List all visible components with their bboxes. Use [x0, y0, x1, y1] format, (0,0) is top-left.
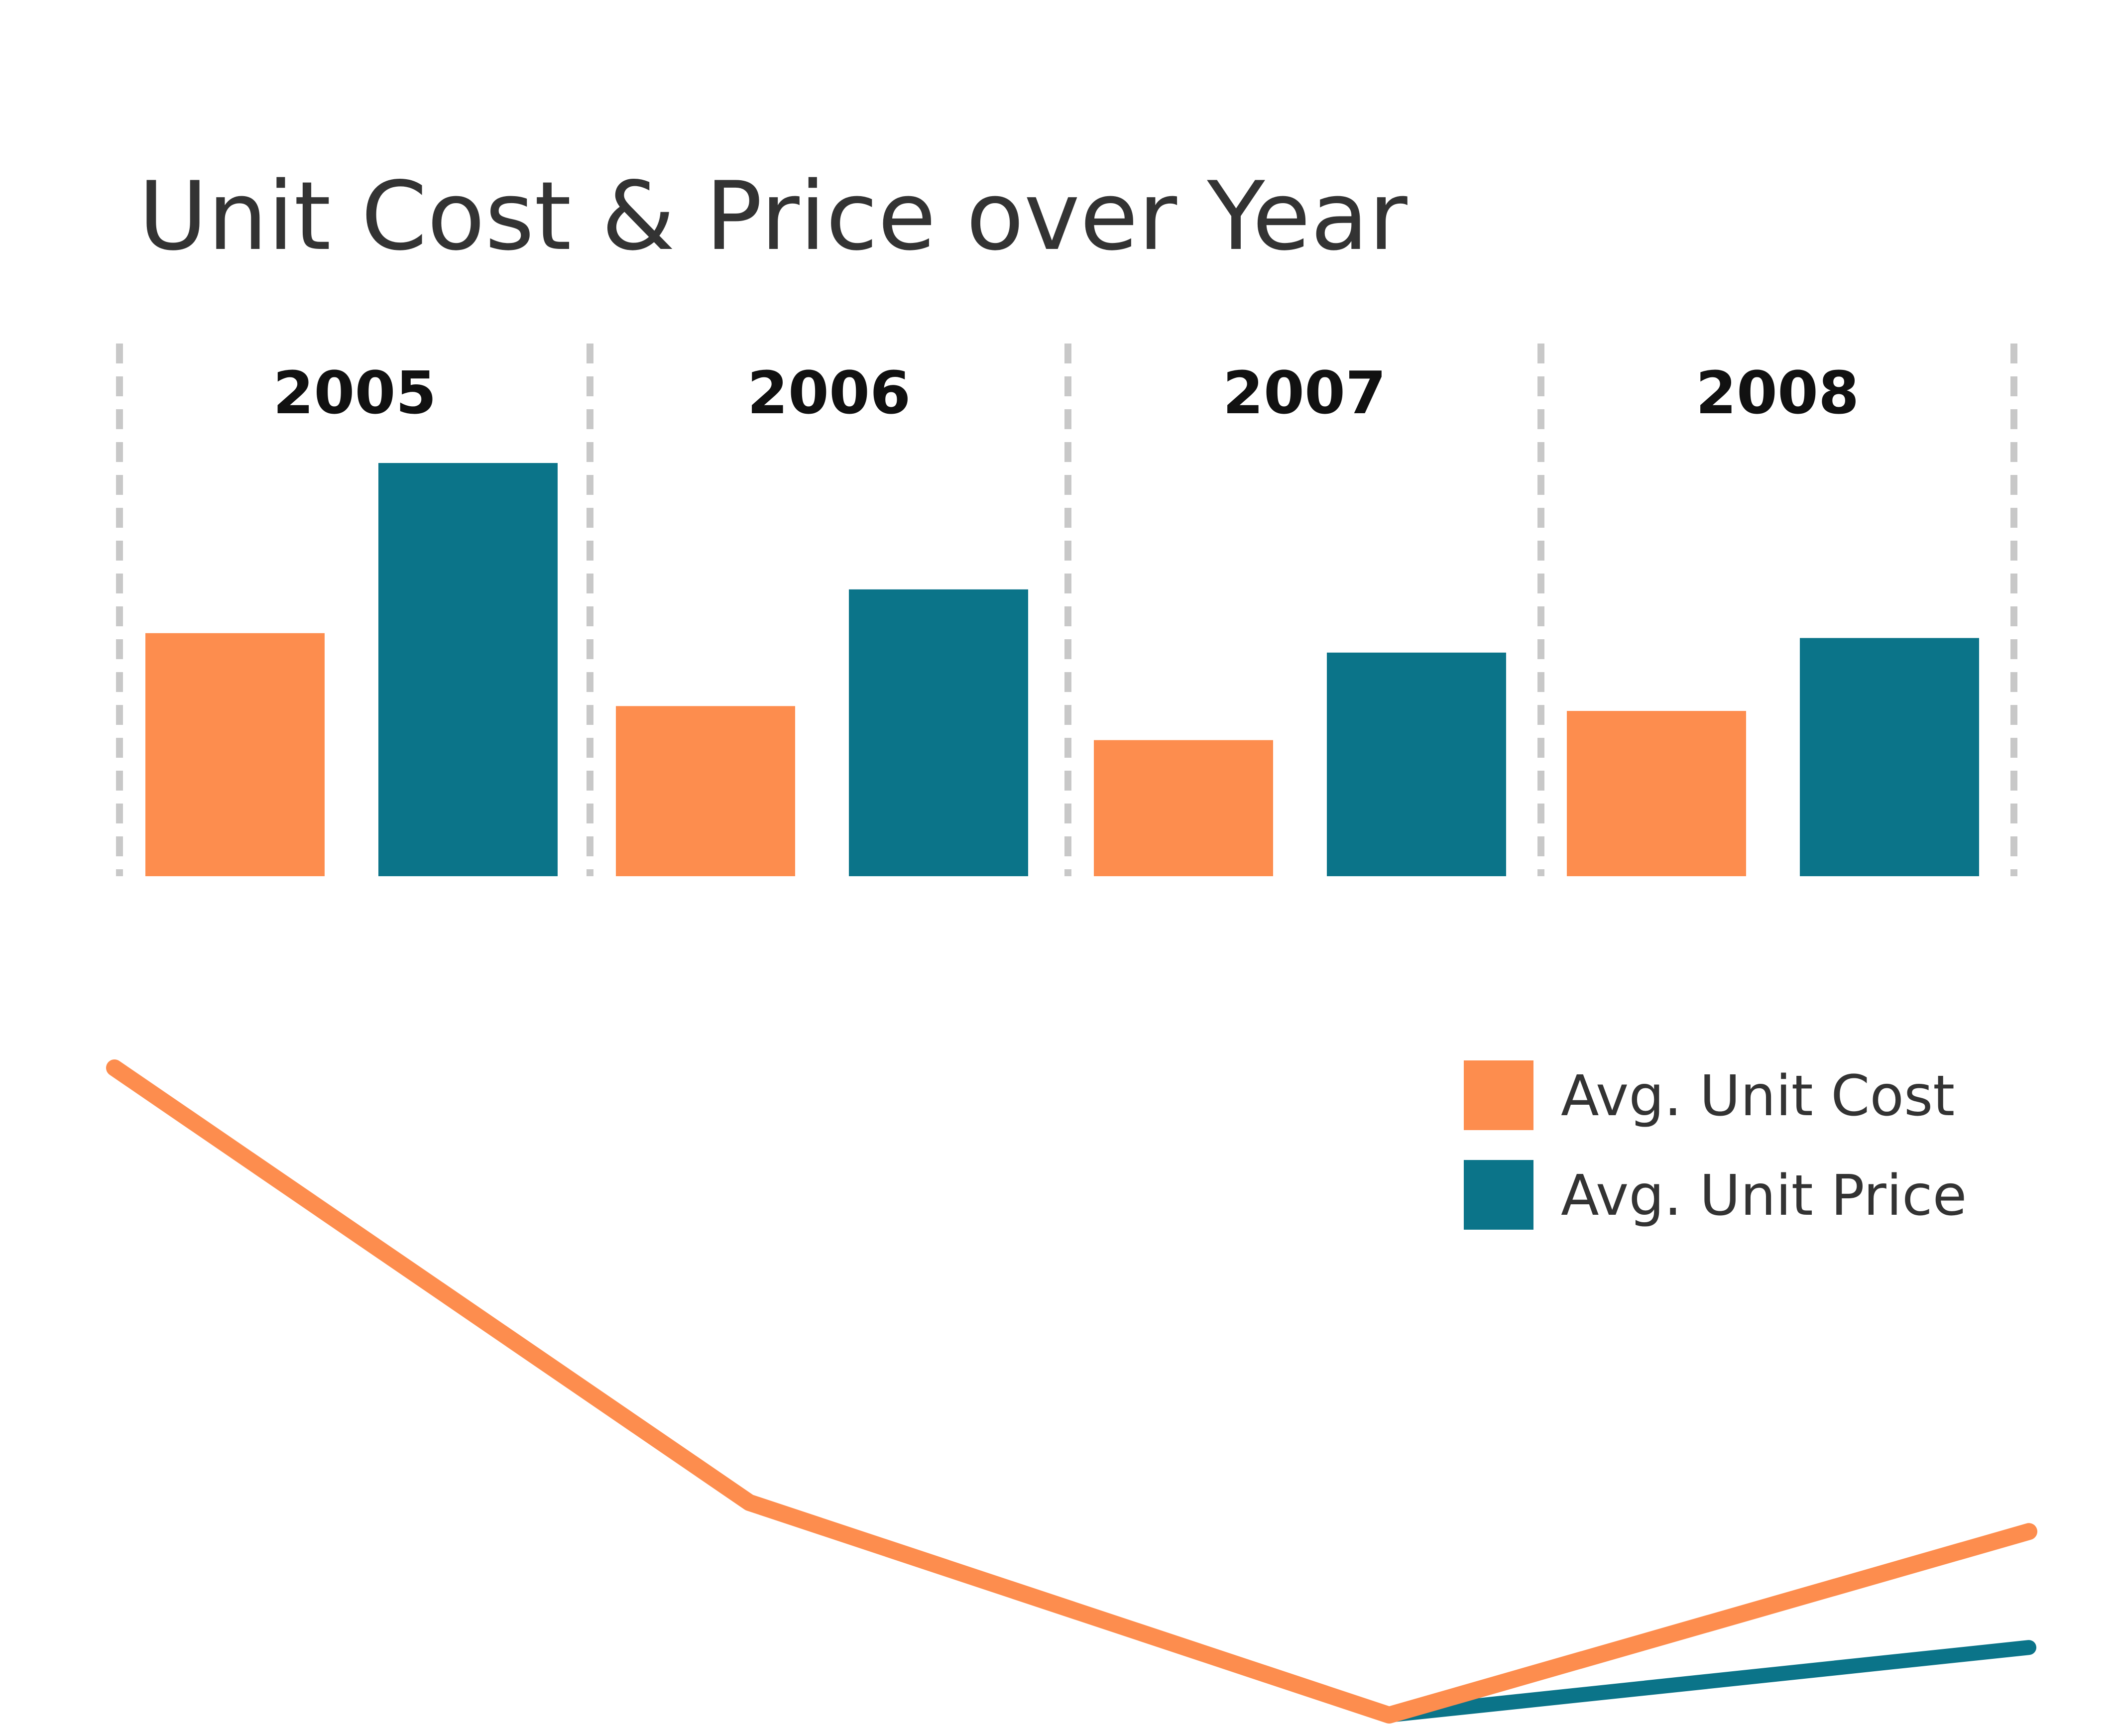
- bar-unit-price-2008: [1800, 638, 1979, 876]
- line-unit-cost: [106, 1059, 2037, 1724]
- year-label-2005: 2005: [273, 358, 436, 427]
- chart-title: Unit Cost & Price over Year: [138, 161, 1408, 271]
- legend-swatch-unit-price: [1464, 1160, 1533, 1230]
- year-label-2008: 2008: [1696, 358, 1859, 427]
- legend-swatch-unit-cost: [1464, 1060, 1533, 1130]
- legend-label-unit-cost: Avg. Unit Cost: [1561, 1064, 1955, 1129]
- bar-unit-cost-2007: [1094, 740, 1273, 876]
- year-label-2006: 2006: [747, 358, 911, 427]
- year-separators: [116, 344, 2017, 876]
- bar-unit-cost-2008: [1567, 711, 1746, 876]
- bar-unit-price-2005: [378, 463, 558, 876]
- legend: Avg. Unit Cost Avg. Unit Price: [1464, 1060, 1967, 1230]
- year-labels: 2005 2006 2007 2008: [273, 358, 1859, 427]
- line-series: [106, 1059, 2037, 1724]
- legend-label-unit-price: Avg. Unit Price: [1561, 1163, 1967, 1228]
- year-label-2007: 2007: [1223, 358, 1386, 427]
- bar-series: [145, 463, 1979, 876]
- bar-unit-cost-2005: [145, 633, 325, 876]
- bar-unit-price-2006: [849, 589, 1028, 876]
- bar-unit-cost-2006: [616, 706, 795, 876]
- bar-unit-price-2007: [1327, 652, 1506, 876]
